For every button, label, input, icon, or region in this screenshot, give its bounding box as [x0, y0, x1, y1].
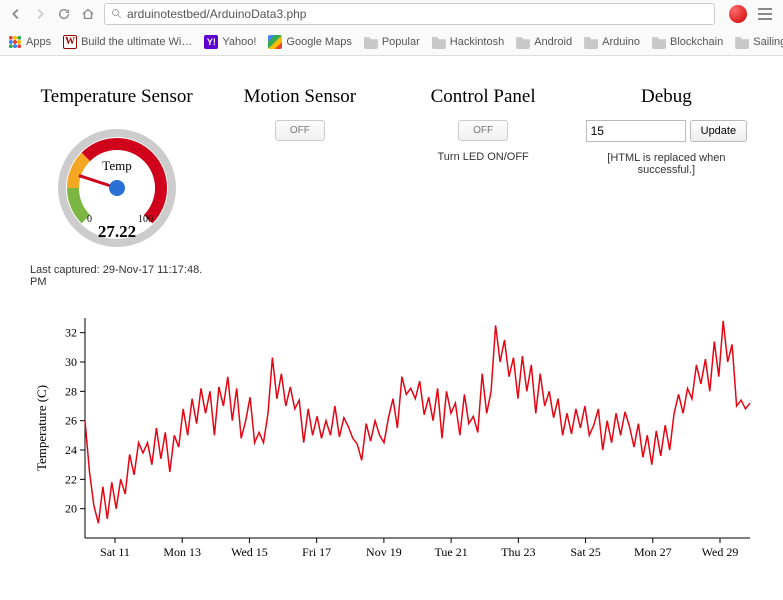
bookmark-item[interactable]: Arduino — [584, 35, 640, 49]
debug-input[interactable] — [586, 120, 686, 142]
bookmark-item[interactable]: Blockchain — [652, 35, 723, 49]
svg-text:Wed 29: Wed 29 — [702, 545, 739, 559]
svg-text:Temperature (C): Temperature (C) — [34, 385, 49, 471]
wiki-icon: W — [63, 35, 77, 49]
svg-text:Fri 17: Fri 17 — [302, 545, 331, 559]
svg-text:22: 22 — [65, 472, 77, 486]
motion-toggle-button[interactable]: OFF — [275, 120, 325, 141]
panel-title: Temperature Sensor — [30, 86, 203, 108]
svg-text:Temp: Temp — [102, 158, 131, 173]
timestamp-label: Last captured: 29-Nov-17 11:17:48. PM — [30, 264, 203, 288]
back-button[interactable] — [8, 6, 24, 22]
url-text: arduinotestbed/ArduinoData3.php — [127, 7, 306, 21]
svg-text:Mon 27: Mon 27 — [634, 545, 672, 559]
menu-button[interactable] — [755, 8, 775, 20]
svg-text:24: 24 — [65, 443, 77, 457]
bookmark-label: Popular — [382, 36, 420, 48]
svg-text:Sat 25: Sat 25 — [570, 545, 600, 559]
panel-title: Control Panel — [397, 86, 570, 108]
bookmark-label: Apps — [26, 36, 51, 48]
bookmark-item[interactable]: Google Maps — [268, 35, 351, 49]
temperature-gauge: 0 100 Temp 27.22 — [52, 120, 182, 250]
opera-icon[interactable] — [729, 5, 747, 23]
folder-icon — [432, 35, 446, 49]
svg-text:20: 20 — [65, 502, 77, 516]
bookmark-label: Yahoo! — [222, 36, 256, 48]
folder-icon — [364, 35, 378, 49]
panel-title: Debug — [580, 86, 753, 108]
bookmark-item[interactable]: Hackintosh — [432, 35, 504, 49]
forward-button[interactable] — [32, 6, 48, 22]
bookmark-label: Sailing — [753, 36, 783, 48]
svg-text:32: 32 — [65, 326, 77, 340]
panel-control: Control Panel OFF Turn LED ON/OFF — [397, 86, 570, 288]
folder-icon — [584, 35, 598, 49]
bookmark-label: Google Maps — [286, 36, 351, 48]
panel-debug: Debug Update [HTML is replaced when succ… — [580, 86, 753, 288]
bookmark-item[interactable]: Popular — [364, 35, 420, 49]
svg-text:27.22: 27.22 — [98, 222, 136, 241]
url-bar[interactable]: arduinotestbed/ArduinoData3.php — [104, 3, 715, 25]
folder-icon — [652, 35, 666, 49]
bookmarks-bar: Apps W Build the ultimate Wi… Y! Yahoo! Googl… — [0, 28, 783, 56]
browser-chrome: arduinotestbed/ArduinoData3.php Apps W Bui… — [0, 0, 783, 56]
reload-button[interactable] — [56, 6, 72, 22]
svg-text:Wed 15: Wed 15 — [231, 545, 268, 559]
bookmark-label: Blockchain — [670, 36, 723, 48]
svg-text:Mon 13: Mon 13 — [163, 545, 201, 559]
yahoo-icon: Y! — [204, 35, 218, 49]
led-toggle-button[interactable]: OFF — [458, 120, 508, 141]
svg-text:Tue 21: Tue 21 — [434, 545, 467, 559]
panel-motion: Motion Sensor OFF — [213, 86, 386, 288]
svg-text:100: 100 — [138, 214, 153, 225]
bookmark-label: Hackintosh — [450, 36, 504, 48]
temperature-chart: 20 22 24 26 28 30 32 Temperature (C) Sat 11 Mon 1… — [30, 308, 753, 573]
panel-temperature: Temperature Sensor 0 100 Temp 27.22 Last ca… — [30, 86, 203, 288]
bookmark-item[interactable]: Sailing — [735, 35, 783, 49]
svg-text:Thu 23: Thu 23 — [501, 545, 535, 559]
page-content: Temperature Sensor 0 100 Temp 27.22 Last ca… — [0, 56, 783, 573]
gmaps-icon — [268, 35, 282, 49]
bookmark-label: Build the ultimate Wi… — [81, 36, 192, 48]
apps-icon — [8, 35, 22, 49]
svg-text:28: 28 — [65, 384, 77, 398]
search-icon — [111, 8, 123, 20]
bookmark-item[interactable]: Apps — [8, 35, 51, 49]
svg-text:Nov 19: Nov 19 — [366, 545, 402, 559]
svg-text:Sat 11: Sat 11 — [100, 545, 130, 559]
bookmark-label: Arduino — [602, 36, 640, 48]
svg-text:0: 0 — [87, 214, 92, 225]
home-button[interactable] — [80, 6, 96, 22]
control-sublabel: Turn LED ON/OFF — [397, 151, 570, 163]
bookmark-item[interactable]: Y! Yahoo! — [204, 35, 256, 49]
panel-title: Motion Sensor — [213, 86, 386, 108]
update-button[interactable]: Update — [690, 120, 747, 142]
bookmark-item[interactable]: Android — [516, 35, 572, 49]
debug-message: [HTML is replaced when successful.] — [580, 152, 753, 176]
bookmark-label: Android — [534, 36, 572, 48]
bookmark-item[interactable]: W Build the ultimate Wi… — [63, 35, 192, 49]
folder-icon — [735, 35, 749, 49]
svg-text:30: 30 — [65, 355, 77, 369]
folder-icon — [516, 35, 530, 49]
svg-text:26: 26 — [65, 414, 77, 428]
